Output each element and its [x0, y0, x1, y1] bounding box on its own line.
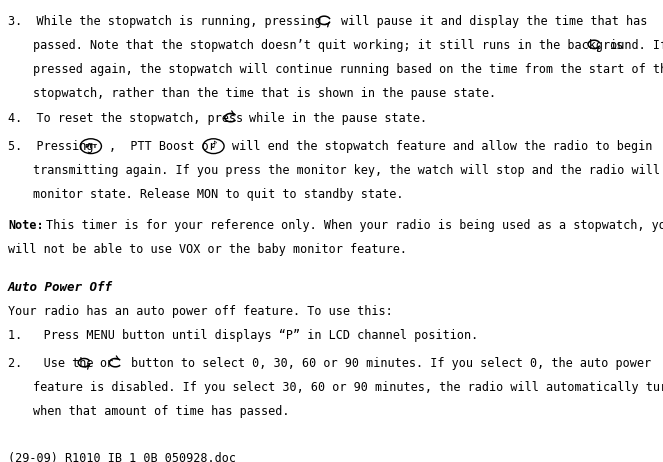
Text: will not be able to use VOX or the baby monitor feature.: will not be able to use VOX or the baby …: [8, 243, 407, 256]
Text: when that amount of time has passed.: when that amount of time has passed.: [33, 405, 290, 418]
Text: monitor state. Release MON to quit to standby state.: monitor state. Release MON to quit to st…: [33, 188, 404, 201]
Text: ,  PTT Boost or: , PTT Boost or: [109, 140, 216, 153]
Text: (29-09) R1010 IB 1_0B 050928.doc: (29-09) R1010 IB 1_0B 050928.doc: [8, 451, 236, 462]
Text: will end the stopwatch feature and allow the radio to begin: will end the stopwatch feature and allow…: [232, 140, 652, 153]
Text: PTT: PTT: [84, 144, 97, 149]
Text: Auto Power Off: Auto Power Off: [8, 281, 113, 294]
Text: 1.   Press MENU button until displays “P” in LCD channel position.: 1. Press MENU button until displays “P” …: [8, 329, 478, 342]
Text: is: is: [610, 39, 624, 52]
Text: 4.  To reset the stopwatch, press: 4. To reset the stopwatch, press: [8, 112, 243, 125]
Text: feature is disabled. If you select 30, 60 or 90 minutes, the radio will automati: feature is disabled. If you select 30, 6…: [33, 381, 663, 394]
Text: 5.  Pressing: 5. Pressing: [8, 140, 93, 153]
Text: ♪: ♪: [210, 140, 217, 150]
Text: or: or: [99, 357, 113, 370]
Text: pressed again, the stopwatch will continue running based on the time from the st: pressed again, the stopwatch will contin…: [33, 63, 663, 76]
Text: button to select 0, 30, 60 or 90 minutes. If you select 0, the auto power: button to select 0, 30, 60 or 90 minutes…: [131, 357, 651, 370]
Text: 2.   Use the: 2. Use the: [8, 357, 93, 370]
Text: This timer is for your reference only. When your radio is being used as a stopwa: This timer is for your reference only. W…: [46, 219, 663, 232]
Text: Your radio has an auto power off feature. To use this:: Your radio has an auto power off feature…: [8, 305, 392, 318]
Text: stopwatch, rather than the time that is shown in the pause state.: stopwatch, rather than the time that is …: [33, 87, 497, 100]
Text: 3.  While the stopwatch is running, pressing: 3. While the stopwatch is running, press…: [8, 15, 322, 28]
Text: transmitting again. If you press the monitor key, the watch will stop and the ra: transmitting again. If you press the mon…: [33, 164, 663, 177]
Text: will pause it and display the time that has: will pause it and display the time that …: [341, 15, 647, 28]
Text: Note:: Note:: [8, 219, 44, 232]
Text: while in the pause state.: while in the pause state.: [249, 112, 428, 125]
Text: passed. Note that the stopwatch doesn’t quit working; it still runs in the backg: passed. Note that the stopwatch doesn’t …: [33, 39, 663, 52]
